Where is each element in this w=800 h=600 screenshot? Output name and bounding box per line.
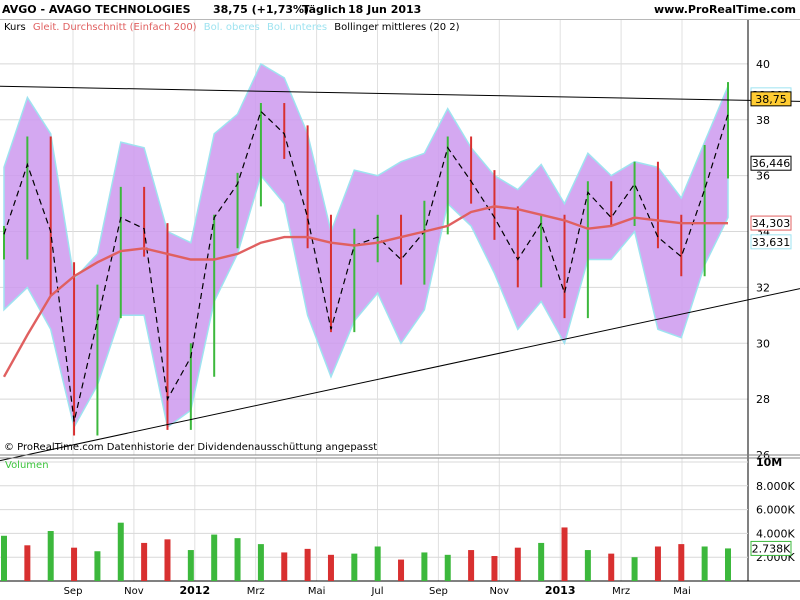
volume-bar: [631, 557, 638, 581]
title-bar: AVGO - AVAGO TECHNOLOGIES 38,75 (+1,73%)…: [0, 0, 800, 20]
volume-bar: [398, 559, 405, 581]
volume-bar: [211, 534, 218, 581]
price-tick-label: 36: [756, 170, 770, 183]
volume-bar: [514, 547, 521, 581]
volume-tick-label: 6.000K: [756, 504, 795, 517]
volume-bar: [1, 535, 7, 581]
x-tick-label: Nov: [124, 586, 144, 597]
price-tick-label: 28: [756, 393, 770, 406]
x-tick-label: Mrz: [612, 586, 630, 597]
x-tick-label: Jul: [370, 586, 383, 597]
volume-bar: [421, 552, 428, 581]
x-tick-label: Nov: [490, 586, 510, 597]
x-tick-label: Mrz: [247, 586, 265, 597]
volume-tick-label: 4.000K: [756, 527, 795, 540]
value-tag-mid: [750, 155, 792, 171]
price-tick-label: 40: [756, 58, 770, 71]
volume-bar: [141, 542, 148, 581]
ma200-line: [2, 205, 728, 378]
value-tag-text-last: 38,75: [755, 93, 787, 106]
volume-bar: [491, 556, 498, 581]
legend-bol-upper: Bol. oberes: [203, 22, 260, 33]
value-tag-text-ma: 34,303: [752, 217, 791, 230]
volume-bar: [725, 548, 731, 581]
bollinger-mid-line: [3, 110, 729, 422]
volume-bar: [374, 546, 381, 581]
legend-bol-lower: Bol. unteres: [266, 22, 328, 33]
volume-bar: [164, 539, 171, 581]
volume-bar: [444, 554, 451, 581]
volume-bar: [94, 551, 101, 581]
value-tag-last: [750, 91, 792, 107]
volume-bar: [281, 552, 288, 581]
trendline[interactable]: [0, 288, 800, 462]
trendline[interactable]: [0, 85, 800, 102]
volume-bar: [187, 550, 194, 581]
instrument-name: AVGO - AVAGO TECHNOLOGIES: [2, 3, 191, 16]
volume-panel: [0, 458, 748, 581]
volume-bar: [654, 546, 661, 581]
volume-bar: [678, 544, 685, 581]
x-tick-label: 2013: [545, 584, 576, 597]
x-tick-label: 2012: [179, 584, 210, 597]
legend: Kurs Gleit. Durchschnitt (Einfach 200) B…: [4, 22, 464, 33]
volume-label: Volumen: [5, 460, 49, 471]
x-tick-label: Mai: [308, 586, 326, 597]
legend-bol-mid: Bollinger mittleres (20 2): [334, 22, 460, 33]
period: Täglich: [302, 3, 346, 16]
volume-bar: [608, 553, 615, 581]
x-tick-label: Sep: [64, 586, 83, 597]
y-axis-area: [748, 20, 800, 581]
volume-bar: [584, 550, 591, 581]
price-tick-label: 32: [756, 281, 770, 294]
value-tag-text-lower: 33,631: [752, 236, 791, 249]
volume-bar: [234, 538, 241, 581]
volume-bar: [327, 554, 334, 581]
volume-bar: [304, 548, 311, 581]
volume-tick-label: 10M: [756, 456, 782, 469]
bollinger-band: [3, 62, 729, 430]
volume-tick-label: 8.000K: [756, 480, 795, 493]
value-tag-lower: [750, 234, 792, 250]
volume-last-tag-text: 2.738K: [752, 542, 791, 555]
volume-bar: [47, 531, 54, 581]
x-tick-label: Mai: [673, 586, 691, 597]
volume-bar: [257, 544, 264, 581]
volume-bar: [538, 542, 545, 581]
legend-ma200: Gleit. Durchschnitt (Einfach 200): [32, 22, 197, 33]
volume-bar: [71, 547, 78, 581]
volume-bar: [701, 546, 708, 581]
x-tick-label: Sep: [429, 586, 448, 597]
volume-bar: [351, 553, 358, 581]
price-tick-label: 30: [756, 337, 770, 350]
volume-bar: [468, 550, 475, 581]
footnote: © ProRealTime.com Datenhistorie der Divi…: [4, 442, 378, 453]
volume-bar: [117, 522, 124, 581]
legend-kurs: Kurs: [4, 22, 26, 33]
value-tag-ma: [750, 215, 792, 231]
chart-date: 18 Jun 2013: [348, 3, 422, 16]
volume-bar: [561, 527, 568, 581]
price-tick-label: 38: [756, 114, 770, 127]
volume-bar: [24, 545, 31, 581]
volume-last-tag: [750, 540, 792, 556]
value-tag-text-mid: 36,446: [752, 157, 791, 170]
site-url[interactable]: www.ProRealTime.com: [653, 3, 796, 16]
last-quote: 38,75 (+1,73%): [213, 3, 310, 16]
